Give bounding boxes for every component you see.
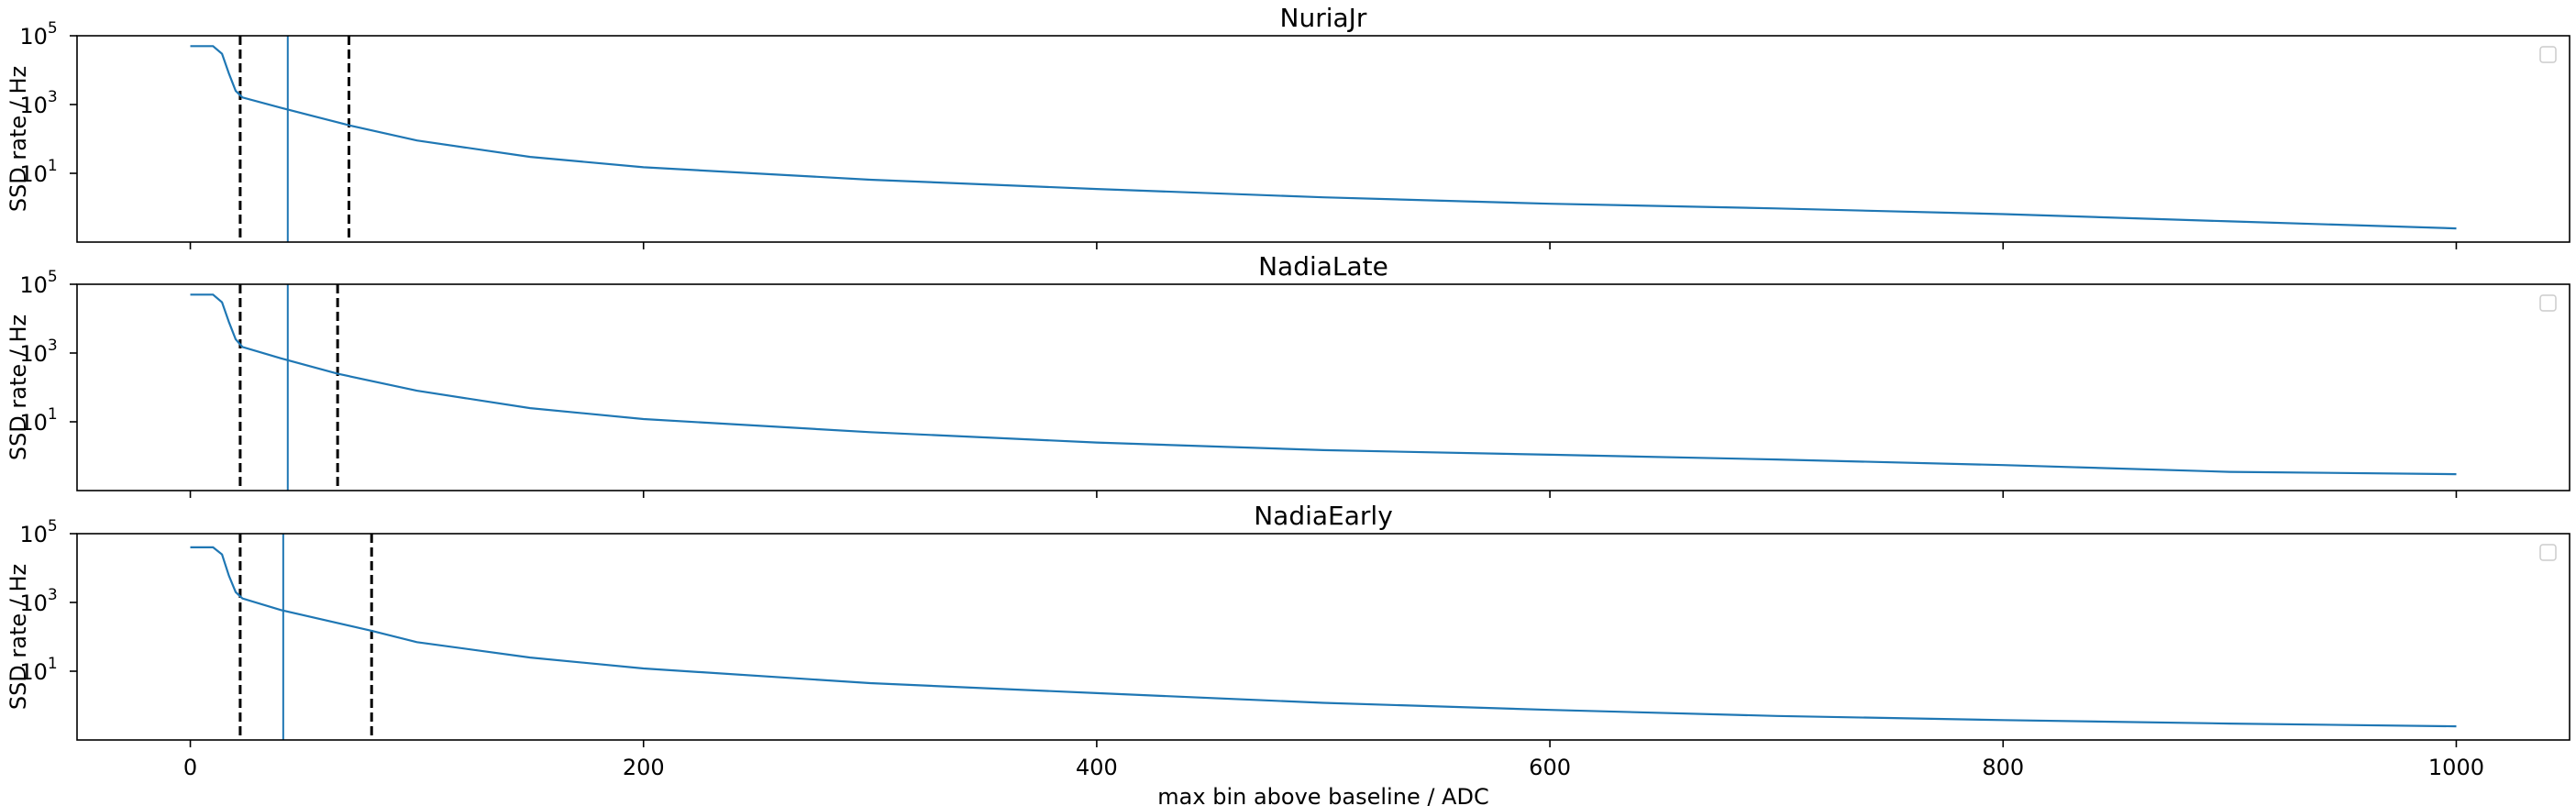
plot-frame	[76, 283, 2570, 491]
y-tick-label: 105	[19, 19, 57, 50]
y-tick-base: 10	[19, 272, 48, 298]
x-tick-label: 400	[1076, 755, 1118, 780]
y-tick-base: 10	[19, 410, 48, 436]
y-axis-label: SSD rate / Hz	[6, 315, 31, 460]
y-tick-exponent: 3	[48, 88, 58, 106]
x-axis-label: max bin above baseline / ADC	[1157, 784, 1488, 806]
x-tick-label: 800	[1982, 755, 2024, 780]
y-tick-exponent: 5	[48, 268, 58, 286]
y-axis-label: SSD rate / Hz	[6, 564, 31, 710]
y-tick-base: 10	[19, 161, 48, 187]
y-tick-exponent: 5	[48, 19, 58, 38]
x-tick-label: 0	[183, 755, 197, 780]
y-tick-exponent: 1	[48, 405, 58, 424]
series-line	[190, 293, 2457, 476]
y-tick-exponent: 3	[48, 586, 58, 604]
y-axis-label: SSD rate / Hz	[6, 66, 31, 212]
y-tick-base: 10	[19, 591, 48, 616]
y-tick-label: 101	[19, 405, 57, 436]
y-tick-label: 103	[19, 88, 57, 118]
y-tick-exponent: 5	[48, 517, 58, 535]
y-tick-base: 10	[19, 659, 48, 685]
legend-box	[2539, 544, 2557, 561]
chart-title: NuriaJr	[1280, 3, 1367, 33]
series-line	[190, 546, 2457, 728]
y-tick-base: 10	[19, 522, 48, 547]
y-tick-label: 101	[19, 157, 57, 187]
y-tick-label: 105	[19, 517, 57, 547]
y-tick-exponent: 1	[48, 655, 58, 673]
y-tick-label: 103	[19, 586, 57, 616]
legend-box	[2539, 294, 2557, 312]
y-tick-exponent: 3	[48, 337, 58, 355]
chart-title: NadiaEarly	[1254, 501, 1393, 531]
y-tick-label: 103	[19, 337, 57, 367]
series-line	[190, 45, 2457, 230]
y-tick-base: 10	[19, 93, 48, 118]
plot-frame	[76, 533, 2570, 741]
x-tick-label: 1000	[2428, 755, 2484, 780]
y-tick-base: 10	[19, 24, 48, 50]
y-tick-base: 10	[19, 341, 48, 367]
y-tick-exponent: 1	[48, 157, 58, 175]
chart-title: NadiaLate	[1258, 251, 1388, 282]
y-tick-label: 105	[19, 268, 57, 298]
x-tick-label: 200	[623, 755, 665, 780]
plot-frame	[76, 35, 2570, 243]
legend-box	[2539, 46, 2557, 63]
y-tick-label: 101	[19, 655, 57, 685]
x-tick-label: 600	[1529, 755, 1571, 780]
